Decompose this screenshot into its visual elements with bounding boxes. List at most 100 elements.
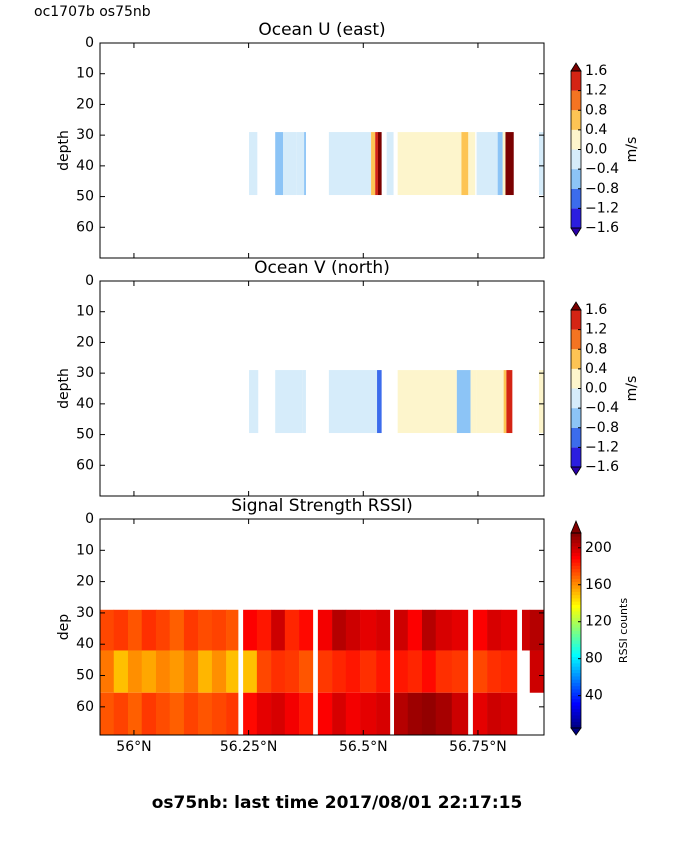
colorbar-tick-label: 120 (585, 614, 612, 630)
heatmap-cell (376, 650, 391, 693)
colorbar-step (571, 601, 581, 605)
header: oc1707b os75nb (34, 4, 151, 20)
colorbar-step (571, 656, 581, 661)
heatmap-cell (100, 609, 115, 651)
colorbar-step (571, 568, 581, 573)
heatmap-cell (360, 650, 377, 693)
y-tick-label: 20 (76, 96, 94, 112)
contour-cell (328, 132, 372, 196)
colorbar-step (571, 689, 581, 693)
y-tick-label: 30 (76, 365, 94, 381)
heatmap-cell (183, 609, 199, 651)
colorbar-step (571, 611, 581, 615)
heatmap-cell (317, 609, 333, 651)
colorbar-step (571, 692, 581, 696)
heatmap-cell (407, 650, 423, 693)
colorbar-label: RSSI counts (617, 598, 630, 663)
colorbar-step (571, 447, 581, 467)
contour-cell (397, 370, 457, 434)
heatmap-cell (421, 609, 437, 651)
colorbar-frame (570, 532, 582, 729)
contour-cell (304, 132, 306, 196)
y-tick-label: 10 (76, 542, 94, 558)
colorbar-step (571, 604, 581, 609)
colorbar-step (571, 702, 581, 706)
footer: os75nb: last time 2017/08/01 22:17:15 (152, 793, 523, 813)
y-tick-label: 40 (76, 396, 94, 412)
colorbar-tick-label: 0.8 (585, 341, 607, 357)
heatmap-cell (284, 609, 300, 651)
y-tick-label: 0 (85, 511, 94, 527)
heatmap-cell (332, 650, 347, 693)
y-tick-label: 50 (76, 189, 94, 205)
y-axis-label: dep (56, 614, 72, 641)
colorbar-tick-label: −0.8 (585, 181, 619, 197)
colorbar-step (571, 718, 581, 722)
heatmap-cell (271, 650, 286, 693)
colorbar-step (571, 663, 581, 667)
colorbar-tick-label: 0.0 (585, 381, 607, 397)
colorbar-step (571, 650, 581, 654)
heatmap-cell (376, 692, 391, 735)
contour-cell (371, 132, 376, 196)
colorbar-step (571, 591, 581, 596)
panel-title: Signal Strength RSSI) (231, 496, 413, 516)
y-tick-label: 30 (76, 127, 94, 143)
contour-cell (468, 132, 476, 196)
colorbar-step (571, 682, 581, 687)
colorbar-tick-label: 1.6 (585, 63, 607, 79)
colorbar-step (571, 542, 581, 547)
heatmap-cell (421, 692, 437, 735)
y-tick-label: 40 (76, 158, 94, 174)
heatmap-cell (299, 650, 314, 693)
heatmap-cell (500, 609, 518, 651)
colorbar-tick-label: −1.6 (585, 220, 619, 236)
colorbar-step (571, 711, 581, 716)
heatmap-cell (155, 609, 171, 651)
colorbar-step (571, 659, 581, 664)
heatmap-cell (127, 692, 143, 735)
colorbar-step (571, 672, 581, 677)
heatmap-cell (256, 650, 272, 693)
colorbar-step (571, 149, 581, 170)
x-tick-label: 56.75°N (449, 739, 507, 755)
colorbar-step (571, 685, 581, 690)
panel-title: Ocean U (east) (258, 20, 385, 40)
heatmap-cell (141, 609, 157, 651)
heatmap-cell (198, 692, 213, 735)
contour-cell (538, 370, 544, 434)
colorbar-tick-label: −1.6 (585, 459, 619, 475)
contour-cell (497, 132, 503, 196)
heatmap-cell (284, 692, 300, 735)
colorbar-tick-label: −1.2 (585, 200, 619, 216)
heatmap-cell (155, 692, 171, 735)
colorbar-step (571, 388, 581, 409)
colorbar-step (571, 676, 581, 680)
contour-cell (249, 132, 258, 196)
contour-cell (377, 370, 382, 434)
heatmap-cell (451, 609, 469, 651)
heatmap-cell (113, 692, 129, 735)
heatmap-cell (394, 692, 409, 735)
contour-cell (328, 370, 378, 434)
colorbar-step (571, 708, 581, 713)
colorbar-step (571, 578, 581, 583)
x-tick-label: 56.5°N (339, 739, 388, 755)
heatmap-cell (211, 609, 227, 651)
heatmap-cell (521, 609, 531, 651)
colorbar-tick-label: 1.2 (585, 83, 607, 99)
heatmap-cell (529, 609, 545, 651)
panel-title: Ocean V (north) (254, 258, 390, 278)
colorbar-step (571, 614, 581, 618)
colorbar-tick-label: −0.4 (585, 400, 619, 416)
colorbar-step (571, 110, 581, 130)
heatmap-cell (299, 692, 314, 735)
heatmap-cell (226, 609, 239, 651)
colorbar-step (571, 533, 581, 537)
y-tick-label: 40 (76, 636, 94, 652)
heatmap-cell (317, 692, 333, 735)
heatmap-cell (472, 609, 488, 651)
colorbar-step (571, 653, 581, 657)
colorbar-tick-label: 0.4 (585, 122, 607, 138)
heatmap-cell (271, 692, 286, 735)
